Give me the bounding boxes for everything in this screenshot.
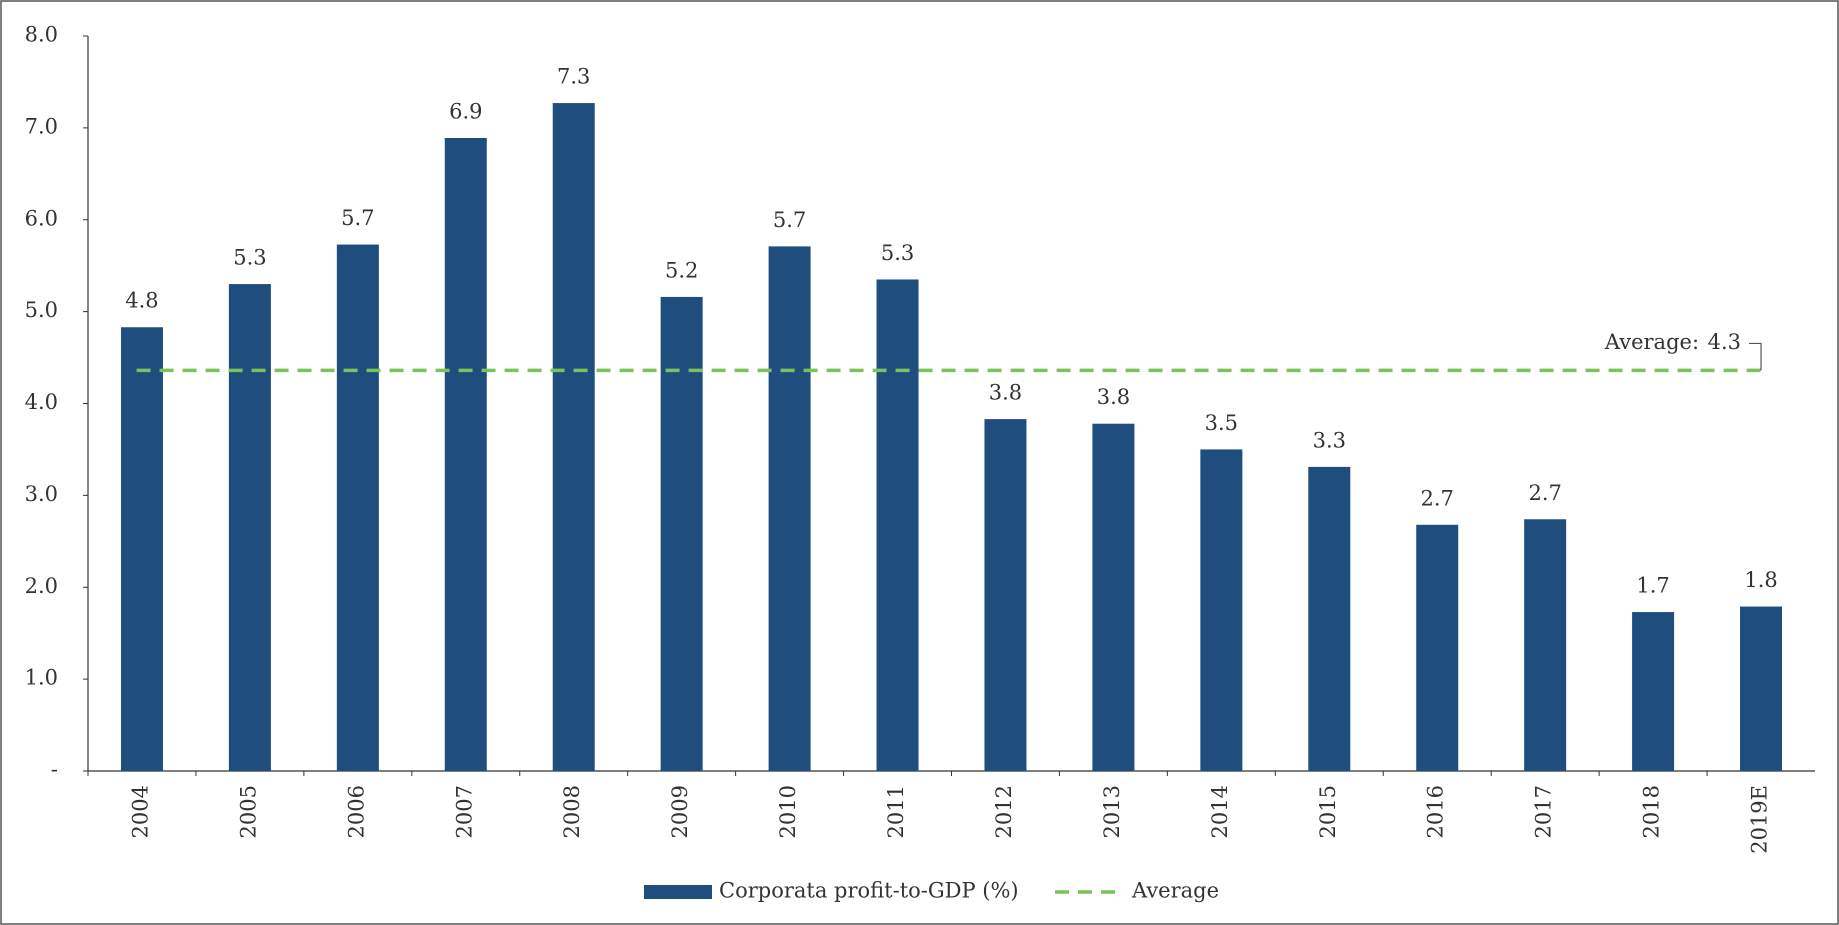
bar: [1740, 606, 1783, 771]
legend-label: Average: [1131, 879, 1219, 903]
annotation-bracket: [1749, 342, 1762, 371]
data-label: 3.8: [989, 381, 1022, 405]
data-label: 1.7: [1636, 574, 1669, 598]
x-tick-label: 2010: [776, 785, 800, 838]
data-label: 5.3: [233, 246, 266, 270]
data-label: 7.3: [557, 65, 590, 89]
x-tick-label: 2016: [1424, 785, 1448, 838]
y-tick-label: 1.0: [25, 666, 58, 690]
x-tick-label: 2019E: [1748, 785, 1772, 854]
data-label: 3.5: [1205, 411, 1238, 435]
bar: [444, 137, 487, 771]
x-tick-label: 2012: [992, 785, 1016, 838]
data-label: 3.3: [1313, 428, 1346, 452]
bar: [660, 296, 703, 771]
x-tick-label: 2005: [236, 785, 260, 838]
bar: [228, 284, 271, 771]
data-label: 1.8: [1744, 568, 1777, 592]
x-tick-label: 2007: [452, 785, 476, 838]
y-tick-label: 2.0: [25, 574, 58, 598]
legend-label: Corporata profit-to-GDP (%): [719, 879, 1019, 903]
data-label: 2.7: [1528, 481, 1561, 505]
y-tick-label: -: [51, 758, 58, 782]
y-tick-label: 5.0: [25, 298, 58, 322]
x-tick-label: 2004: [128, 785, 152, 838]
x-tick-label: 2008: [560, 785, 584, 838]
y-tick-label: 3.0: [25, 482, 58, 506]
data-label: 4.8: [125, 289, 158, 313]
legend-swatch: [644, 885, 712, 899]
x-tick-label: 2009: [668, 785, 692, 838]
y-tick-label: 7.0: [25, 114, 58, 138]
bar: [552, 103, 595, 772]
data-label: 5.3: [881, 241, 914, 265]
data-label: 5.7: [773, 208, 806, 232]
x-tick-label: 2013: [1100, 785, 1124, 838]
annotation-label: Average:: [1604, 330, 1699, 354]
bar: [984, 419, 1027, 771]
bar: [1092, 423, 1135, 771]
x-tick-label: 2006: [344, 785, 368, 838]
data-label: 3.8: [1097, 385, 1130, 409]
bar: [768, 246, 811, 772]
data-label: 2.7: [1421, 486, 1454, 510]
x-tick-label: 2011: [884, 785, 908, 838]
data-label: 5.2: [665, 258, 698, 282]
y-tick-label: 8.0: [25, 23, 58, 47]
bar: [1632, 612, 1675, 771]
data-label: 6.9: [449, 99, 482, 123]
x-tick-label: 2015: [1316, 785, 1340, 838]
bar: [120, 327, 163, 771]
x-tick-label: 2017: [1532, 785, 1556, 838]
bar: [876, 279, 919, 771]
bar: [1416, 524, 1459, 771]
bar: [1308, 466, 1351, 771]
data-label: 5.7: [341, 206, 374, 230]
y-tick-label: 4.0: [25, 390, 58, 414]
annotation-value: 4.3: [1708, 330, 1741, 354]
x-tick-label: 2014: [1208, 785, 1232, 838]
y-tick-label: 6.0: [25, 206, 58, 230]
bar: [1200, 449, 1243, 771]
x-tick-label: 2018: [1640, 785, 1664, 838]
bar: [1524, 519, 1567, 771]
bar: [336, 244, 379, 771]
